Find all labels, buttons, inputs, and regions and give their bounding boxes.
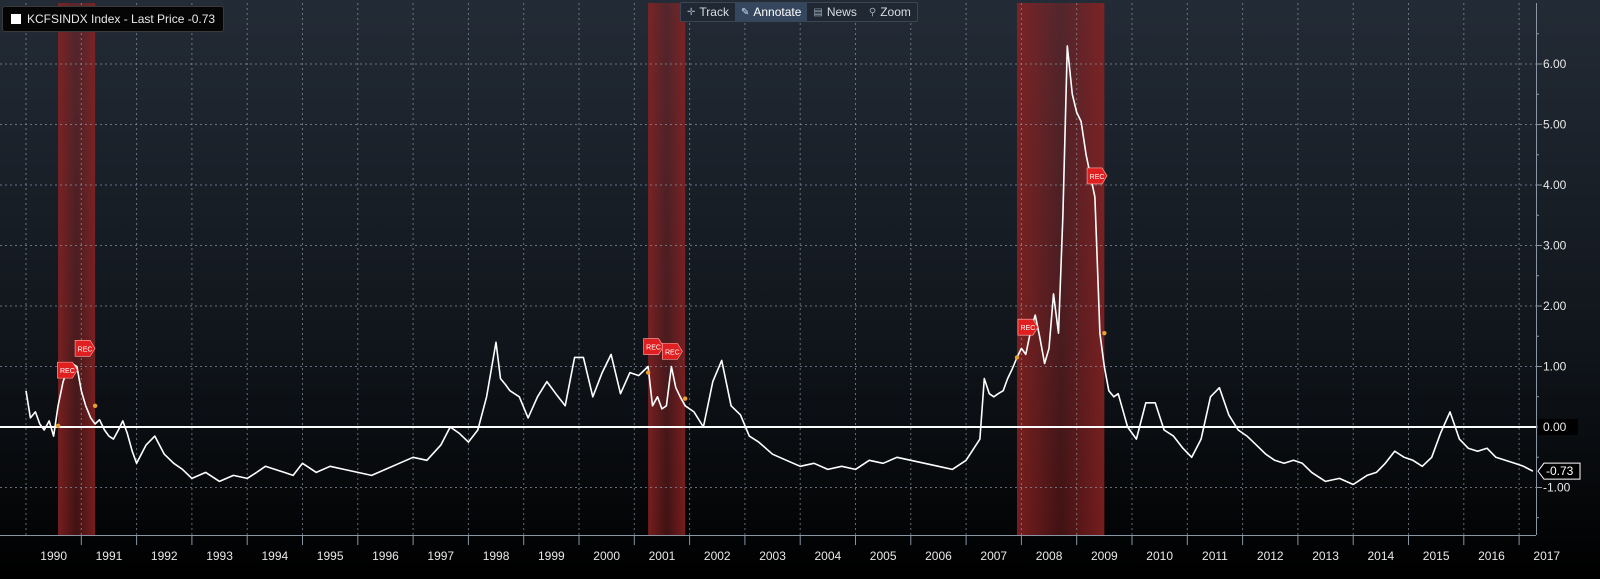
- x-tick-label-3: 1993: [206, 549, 233, 563]
- recession-band-1: [648, 3, 686, 535]
- zoom-label: Zoom: [880, 5, 911, 19]
- x-tick-label-17: 2007: [980, 549, 1007, 563]
- kcfsindx-series-line: [25, 45, 1534, 486]
- x-tick-label-4: 1994: [261, 549, 288, 563]
- x-tick-label-8: 1998: [483, 549, 510, 563]
- x-tick-label-25: 2015: [1423, 549, 1450, 563]
- rec-marker-shape-5: [1086, 167, 1108, 185]
- track-button[interactable]: ✛ Track: [681, 3, 735, 21]
- band-edge-dot-5: [1102, 331, 1107, 336]
- rec-marker-shape-0: [57, 361, 78, 379]
- y-tick-label-3: 2.00: [1543, 299, 1567, 313]
- x-tick-label-26: 2016: [1478, 549, 1505, 563]
- zero-label-bg: [1538, 419, 1578, 435]
- x-axis: 1990 1991 1992 1993 1994 1995 1996 1997 1998 1999…: [0, 535, 1560, 563]
- rec-marker-text-5: REC: [1090, 174, 1105, 181]
- x-tick-label-12: 2002: [704, 549, 731, 563]
- rec-marker-text-0: REC: [60, 368, 75, 375]
- annotate-label: Annotate: [753, 5, 802, 19]
- rec-marker-5: REC: [1086, 167, 1108, 185]
- track-label: Track: [699, 5, 729, 19]
- last-price-marker: [1537, 462, 1581, 480]
- rec-marker-text-2: REC: [646, 345, 661, 352]
- magnifier-icon: ⚲: [868, 6, 877, 18]
- legend-swatch: [11, 14, 21, 24]
- band-edge-dot-0: [55, 423, 61, 428]
- plot-area: [0, 45, 1536, 486]
- band-edge-dot-2: [645, 370, 651, 375]
- recession-band-0: [58, 3, 96, 535]
- x-tick-label-19: 2009: [1091, 549, 1118, 563]
- x-tick-label-18: 2008: [1036, 549, 1063, 563]
- x-tick-label-20: 2010: [1146, 549, 1173, 563]
- x-tick-label-10: 2000: [593, 549, 620, 563]
- rec-marker-shape-2: [643, 338, 664, 355]
- x-tick-label-11: 2001: [649, 549, 676, 563]
- x-tick-label-24: 2014: [1367, 549, 1394, 563]
- x-tick-label-15: 2005: [870, 549, 897, 563]
- rec-marker-0: REC: [57, 361, 78, 379]
- rec-markers: REC REC REC REC REC REC: [57, 167, 1108, 379]
- y-tick-label-1: 0.00: [1543, 420, 1567, 434]
- y-axis: -1.00 0.00 1.00 2.00 3.00 4.00 5.00 6.00 -0.73: [1536, 3, 1581, 535]
- x-tick-label-0: 1990: [40, 549, 67, 563]
- x-tick-label-27: 2017: [1533, 549, 1560, 563]
- x-tick-label-13: 2003: [759, 549, 786, 563]
- x-tick-label-14: 2004: [814, 549, 841, 563]
- rec-marker-2: REC: [643, 338, 664, 355]
- grid-lines: [0, 3, 1536, 535]
- x-tick-label-5: 1995: [317, 549, 344, 563]
- band-edge-dot-3: [682, 396, 688, 401]
- rec-marker-text-4: REC: [1021, 325, 1036, 332]
- rec-marker-shape-1: [74, 340, 96, 357]
- x-tick-label-21: 2011: [1202, 549, 1228, 563]
- x-tick-label-22: 2012: [1257, 549, 1284, 563]
- y-tick-label-5: 4.00: [1543, 178, 1567, 192]
- last-price-label: -0.73: [1546, 464, 1574, 478]
- legend[interactable]: KCFSINDX Index - Last Price -0.73: [2, 6, 225, 32]
- zoom-button[interactable]: ⚲ Zoom: [863, 3, 917, 21]
- band-edge-dot-4: [1014, 355, 1020, 360]
- rec-marker-shape-4: [1017, 318, 1039, 336]
- rec-marker-4: REC: [1017, 318, 1039, 336]
- rec-marker-shape-3: [662, 343, 683, 360]
- x-tick-label-7: 1997: [427, 549, 454, 563]
- crosshair-icon: ✛: [687, 6, 696, 18]
- rec-marker-1: REC: [74, 340, 96, 357]
- rec-marker-text-1: REC: [78, 346, 93, 353]
- rec-marker-3: REC: [662, 343, 683, 360]
- band-edge-dot-1: [92, 403, 98, 409]
- x-tick-label-1: 1991: [96, 549, 123, 563]
- recession-bands: [58, 3, 1105, 535]
- legend-text: KCFSINDX Index - Last Price -0.73: [27, 12, 216, 26]
- rec-marker-text-3: REC: [665, 349, 680, 356]
- y-tick-label-7: 6.00: [1543, 57, 1567, 71]
- y-tick-label-0: -1.00: [1543, 481, 1571, 495]
- news-button[interactable]: ▤ News: [807, 3, 862, 21]
- news-icon: ▤: [813, 6, 823, 18]
- news-label: News: [826, 5, 857, 19]
- chart-toolbar: ✛ Track ✎ Annotate ▤ News ⚲ Zoom: [680, 2, 918, 22]
- x-tick-label-6: 1996: [372, 549, 399, 563]
- y-tick-label-6: 5.00: [1543, 118, 1567, 132]
- y-tick-label-2: 1.00: [1543, 360, 1567, 374]
- x-tick-label-23: 2013: [1312, 549, 1339, 563]
- x-tick-label-2: 1992: [151, 549, 178, 563]
- x-tick-label-9: 1999: [538, 549, 565, 563]
- pencil-icon: ✎: [740, 6, 750, 18]
- x-tick-label-16: 2006: [925, 549, 952, 563]
- annotate-button[interactable]: ✎ Annotate: [734, 3, 808, 21]
- y-tick-label-4: 3.00: [1543, 239, 1567, 253]
